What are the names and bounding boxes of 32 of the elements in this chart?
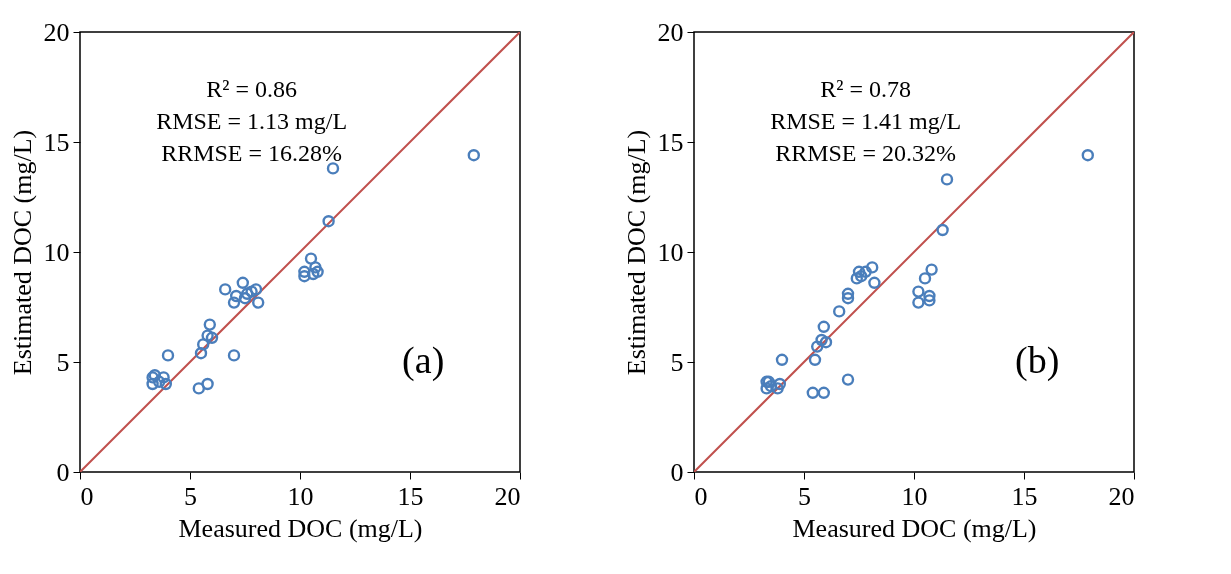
y-tick-label: 10: [657, 237, 684, 267]
x-tick-label: 0: [80, 481, 94, 511]
annotation: RMSE = 1.13 mg/L: [156, 108, 348, 134]
x-tick-label: 10: [287, 481, 314, 511]
y-tick-label: 20: [43, 17, 70, 47]
annotation: (a): [402, 339, 445, 382]
annotation: R² = 0.86: [206, 76, 297, 102]
x-tick-label: 5: [798, 481, 811, 511]
y-tick-label: 0: [670, 457, 684, 487]
x-tick-label: 20: [494, 481, 521, 511]
y-tick-label: 5: [670, 347, 684, 377]
y-tick-label: 0: [56, 457, 70, 487]
x-tick-label: 5: [184, 481, 197, 511]
annotation: R² = 0.78: [820, 76, 911, 102]
x-tick-label: 15: [397, 481, 424, 511]
y-tick-label: 5: [56, 347, 70, 377]
annotation: (b): [1015, 339, 1060, 382]
x-axis-title: Measured DOC (mg/L): [792, 513, 1037, 543]
annotation: RRMSE = 16.28%: [161, 140, 343, 166]
y-tick-label: 15: [43, 127, 70, 157]
x-tick-label: 15: [1011, 481, 1038, 511]
annotation: RRMSE = 20.32%: [775, 140, 957, 166]
annotation: RMSE = 1.41 mg/L: [770, 108, 962, 134]
y-axis-title: Estimated DOC (mg/L): [7, 129, 37, 376]
x-tick-label: 10: [901, 481, 928, 511]
y-axis-title: Estimated DOC (mg/L): [621, 129, 651, 376]
y-tick-label: 20: [657, 17, 684, 47]
y-tick-label: 10: [43, 237, 70, 267]
x-axis-title: Measured DOC (mg/L): [178, 513, 423, 543]
x-tick-label: 20: [1108, 481, 1135, 511]
y-tick-label: 15: [657, 127, 684, 157]
x-tick-label: 0: [694, 481, 708, 511]
